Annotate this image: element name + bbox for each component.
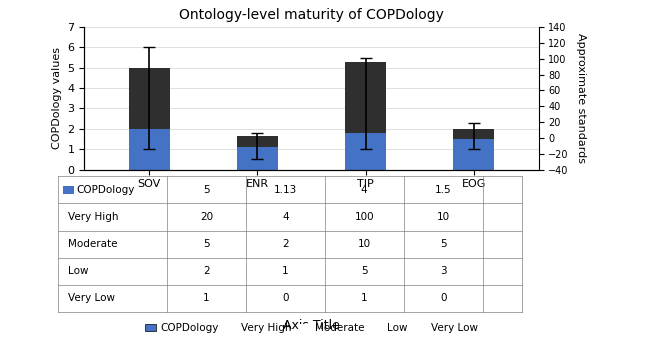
Text: 5: 5 (203, 185, 210, 195)
Text: 1: 1 (282, 266, 289, 276)
Text: 3: 3 (440, 266, 447, 276)
Bar (345, 62, 386, 133)
Text: 1: 1 (361, 293, 367, 303)
Legend: COPDology, Very High, Moderate, Low, Very Low: COPDology, Very High, Moderate, Low, Ver… (141, 319, 482, 337)
Bar (237, 146, 278, 170)
Text: Very Low: Very Low (68, 293, 116, 303)
Text: 20: 20 (200, 212, 213, 222)
Bar (129, 68, 170, 129)
Title: Ontology-level maturity of COPDology: Ontology-level maturity of COPDology (179, 8, 444, 22)
Text: 4: 4 (282, 212, 289, 222)
Text: Low: Low (68, 266, 89, 276)
Bar (453, 129, 495, 139)
Text: COPDology: COPDology (77, 185, 135, 195)
Bar (129, 129, 170, 170)
Text: 1.5: 1.5 (435, 185, 452, 195)
Text: 5: 5 (203, 239, 210, 249)
Text: 2: 2 (282, 239, 289, 249)
Bar (64, 186, 74, 194)
Bar (237, 136, 278, 146)
Y-axis label: Approximate standards: Approximate standards (576, 33, 585, 163)
Text: 4: 4 (361, 185, 367, 195)
Text: 5: 5 (440, 239, 447, 249)
Text: 1.13: 1.13 (274, 185, 297, 195)
Text: 0: 0 (282, 293, 289, 303)
Bar (345, 133, 386, 170)
Text: Moderate: Moderate (68, 239, 117, 249)
Text: Axis Title: Axis Title (283, 319, 340, 332)
Text: 1: 1 (203, 293, 210, 303)
Text: 0: 0 (440, 293, 447, 303)
Text: 10: 10 (437, 212, 450, 222)
Text: 10: 10 (358, 239, 371, 249)
Text: 5: 5 (361, 266, 367, 276)
Text: Very High: Very High (68, 212, 119, 222)
Bar (453, 139, 495, 170)
Text: 100: 100 (354, 212, 374, 222)
Text: 2: 2 (203, 266, 210, 276)
Y-axis label: COPDology values: COPDology values (52, 47, 62, 149)
